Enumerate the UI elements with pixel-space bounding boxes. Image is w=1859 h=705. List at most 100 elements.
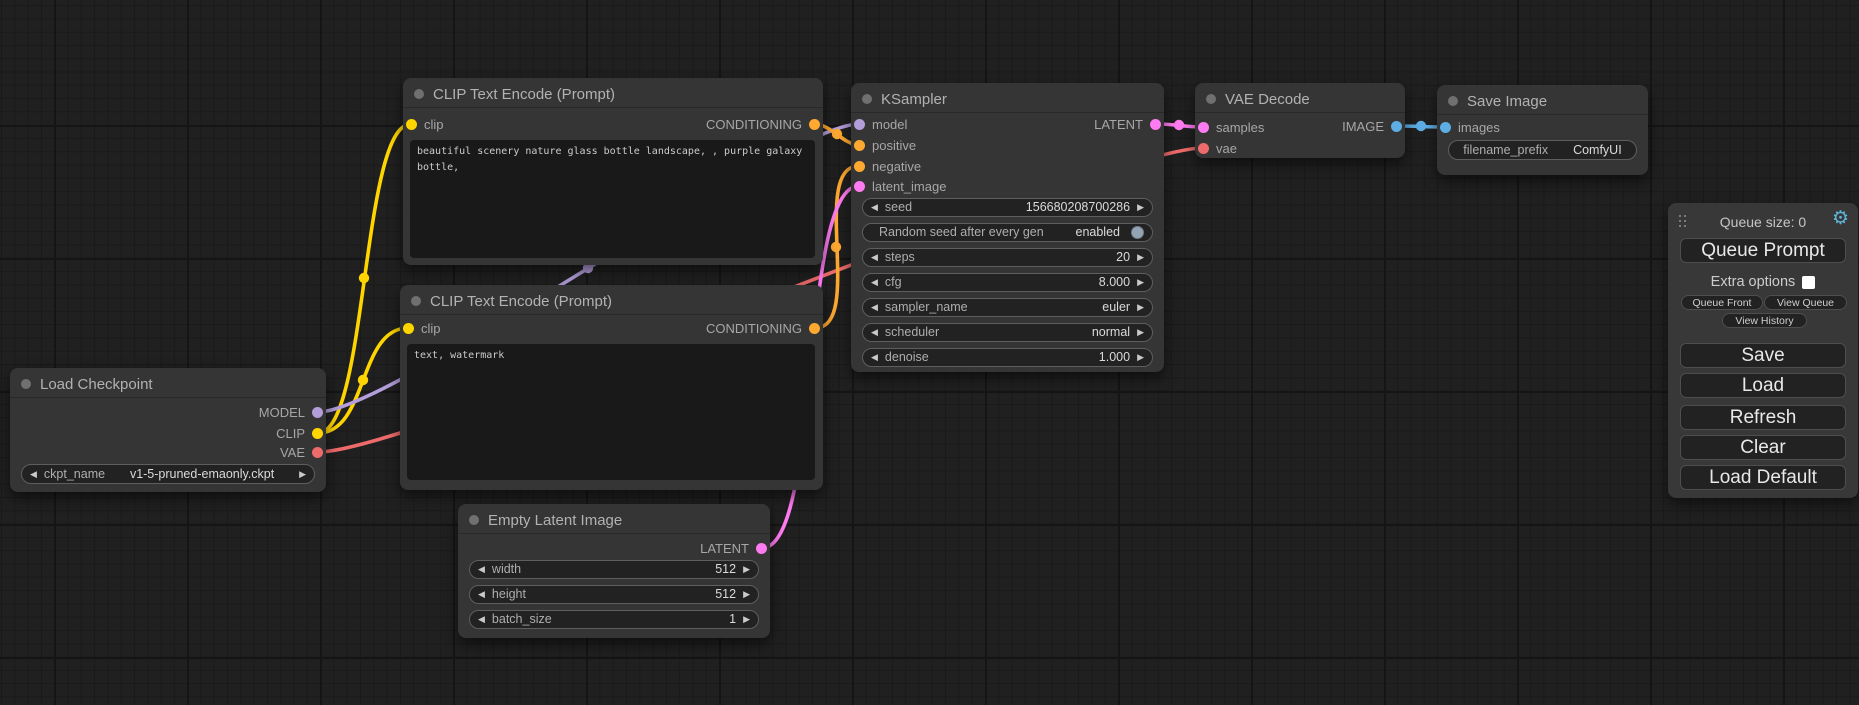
input-port-samples[interactable]: samples <box>1198 118 1264 136</box>
view-queue-button[interactable]: View Queue <box>1764 295 1847 310</box>
save-button[interactable]: Save <box>1680 343 1846 368</box>
toggle-knob-icon[interactable] <box>1131 226 1144 239</box>
latent-port-icon[interactable] <box>854 180 865 192</box>
decrement-arrow-icon[interactable]: ◀ <box>478 614 485 624</box>
conditioning-port-icon[interactable] <box>854 160 865 172</box>
view-history-button[interactable]: View History <box>1722 313 1807 328</box>
output-port-conditioning[interactable]: CONDITIONING <box>706 319 820 337</box>
increment-arrow-icon[interactable]: ▶ <box>1137 352 1144 362</box>
decrement-arrow-icon[interactable]: ◀ <box>871 327 878 337</box>
node-clip-text-encode-negative[interactable]: CLIP Text Encode (Prompt) clip CONDITION… <box>400 285 823 490</box>
collapse-dot-icon[interactable] <box>21 379 31 389</box>
decrement-arrow-icon[interactable]: ◀ <box>871 302 878 312</box>
widget-width[interactable]: ◀ width 512 ▶ <box>469 560 759 579</box>
widget-scheduler[interactable]: ◀ scheduler normal ▶ <box>862 323 1153 342</box>
collapse-dot-icon[interactable] <box>1206 94 1216 104</box>
increment-arrow-icon[interactable]: ▶ <box>1137 277 1144 287</box>
output-port-vae[interactable]: VAE <box>280 443 323 461</box>
output-port-clip[interactable]: CLIP <box>276 424 323 442</box>
clip-port-icon[interactable] <box>406 118 417 130</box>
widget-seed[interactable]: ◀ seed 156680208700286 ▶ <box>862 198 1153 217</box>
increment-arrow-icon[interactable]: ▶ <box>743 564 750 574</box>
conditioning-port-icon[interactable] <box>809 322 820 334</box>
model-port-icon[interactable] <box>312 406 323 418</box>
decrement-arrow-icon[interactable]: ◀ <box>871 352 878 362</box>
drag-handle-icon[interactable] <box>1679 215 1689 229</box>
widget-denoise[interactable]: ◀ denoise 1.000 ▶ <box>862 348 1153 367</box>
node-empty-latent-image[interactable]: Empty Latent Image LATENT ◀ width 512 ▶ … <box>458 504 770 638</box>
increment-arrow-icon[interactable]: ▶ <box>1137 302 1144 312</box>
widget-ckpt-name[interactable]: ◀ ckpt_name v1-5-pruned-emaonly.ckpt ▶ <box>21 464 315 484</box>
widget-height[interactable]: ◀ height 512 ▶ <box>469 585 759 604</box>
image-port-icon[interactable] <box>1391 120 1402 132</box>
node-save-image[interactable]: Save Image images filename_prefix ComfyU… <box>1437 85 1648 175</box>
model-port-icon[interactable] <box>854 118 865 130</box>
node-clip-text-encode-positive[interactable]: CLIP Text Encode (Prompt) clip CONDITION… <box>403 78 823 265</box>
input-port-latent-image[interactable]: latent_image <box>854 177 946 195</box>
increment-arrow-icon[interactable]: ▶ <box>743 589 750 599</box>
conditioning-port-icon[interactable] <box>809 118 820 130</box>
node-title: CLIP Text Encode (Prompt) <box>414 85 615 103</box>
input-port-images[interactable]: images <box>1440 118 1500 136</box>
output-port-latent[interactable]: LATENT <box>1094 115 1161 133</box>
decrement-arrow-icon[interactable]: ◀ <box>30 468 37 479</box>
input-port-model[interactable]: model <box>854 115 907 133</box>
input-port-vae[interactable]: vae <box>1198 139 1237 157</box>
clear-button[interactable]: Clear <box>1680 435 1846 460</box>
widget-random-seed-toggle[interactable]: Random seed after every gen enabled <box>862 223 1153 242</box>
extra-options-checkbox[interactable] <box>1802 275 1816 289</box>
input-port-negative[interactable]: negative <box>854 157 921 175</box>
decrement-arrow-icon[interactable]: ◀ <box>478 589 485 599</box>
prompt-textarea[interactable]: text, watermark <box>407 344 815 480</box>
increment-arrow-icon[interactable]: ▶ <box>743 614 750 624</box>
prompt-textarea[interactable]: beautiful scenery nature glass bottle la… <box>410 140 815 258</box>
collapse-dot-icon[interactable] <box>411 296 421 306</box>
output-port-model[interactable]: MODEL <box>259 403 323 421</box>
decrement-arrow-icon[interactable]: ◀ <box>871 252 878 262</box>
extra-options-row: Extra options <box>1668 274 1858 290</box>
decrement-arrow-icon[interactable]: ◀ <box>871 277 878 287</box>
widget-batch-size[interactable]: ◀ batch_size 1 ▶ <box>469 610 759 629</box>
increment-arrow-icon[interactable]: ▶ <box>1137 327 1144 337</box>
queue-front-button[interactable]: Queue Front <box>1681 295 1763 310</box>
node-ksampler[interactable]: KSampler model positive negative latent_… <box>851 83 1164 372</box>
collapse-dot-icon[interactable] <box>1448 96 1458 106</box>
load-button[interactable]: Load <box>1680 373 1846 398</box>
input-port-positive[interactable]: positive <box>854 136 916 154</box>
collapse-dot-icon[interactable] <box>862 94 872 104</box>
input-port-clip[interactable]: clip <box>406 115 444 133</box>
output-port-conditioning[interactable]: CONDITIONING <box>706 115 820 133</box>
widget-filename-prefix[interactable]: filename_prefix ComfyUI <box>1448 140 1637 160</box>
node-load-checkpoint[interactable]: Load Checkpoint MODEL CLIP VAE ◀ ckpt_na… <box>10 368 326 492</box>
conditioning-port-icon[interactable] <box>854 139 865 151</box>
increment-arrow-icon[interactable]: ▶ <box>1137 252 1144 262</box>
clip-port-icon[interactable] <box>312 427 323 439</box>
extra-options-label: Extra options <box>1710 274 1796 290</box>
queue-prompt-button[interactable]: Queue Prompt <box>1680 238 1846 263</box>
decrement-arrow-icon[interactable]: ◀ <box>871 202 878 212</box>
latent-port-icon[interactable] <box>756 542 767 554</box>
clip-port-icon[interactable] <box>403 322 414 334</box>
widget-steps[interactable]: ◀ steps 20 ▶ <box>862 248 1153 267</box>
increment-arrow-icon[interactable]: ▶ <box>1137 202 1144 212</box>
input-port-clip[interactable]: clip <box>403 319 441 337</box>
widget-cfg[interactable]: ◀ cfg 8.000 ▶ <box>862 273 1153 292</box>
collapse-dot-icon[interactable] <box>414 89 424 99</box>
latent-port-icon[interactable] <box>1150 118 1161 130</box>
vae-port-icon[interactable] <box>1198 142 1209 154</box>
decrement-arrow-icon[interactable]: ◀ <box>478 564 485 574</box>
vae-port-icon[interactable] <box>312 446 323 458</box>
refresh-button[interactable]: Refresh <box>1680 405 1846 430</box>
node-vae-decode[interactable]: VAE Decode samples vae IMAGE <box>1195 83 1405 158</box>
link-negative-conditioning-midpoint-dot <box>830 241 842 253</box>
latent-port-icon[interactable] <box>1198 121 1209 133</box>
widget-sampler-name[interactable]: ◀ sampler_name euler ▶ <box>862 298 1153 317</box>
output-port-image[interactable]: IMAGE <box>1342 117 1402 135</box>
settings-gear-icon[interactable]: ⚙ <box>1831 208 1849 229</box>
image-port-icon[interactable] <box>1440 121 1451 133</box>
increment-arrow-icon[interactable]: ▶ <box>299 468 306 479</box>
load-default-button[interactable]: Load Default <box>1680 465 1846 490</box>
collapse-dot-icon[interactable] <box>469 515 479 525</box>
output-port-latent[interactable]: LATENT <box>700 539 767 557</box>
